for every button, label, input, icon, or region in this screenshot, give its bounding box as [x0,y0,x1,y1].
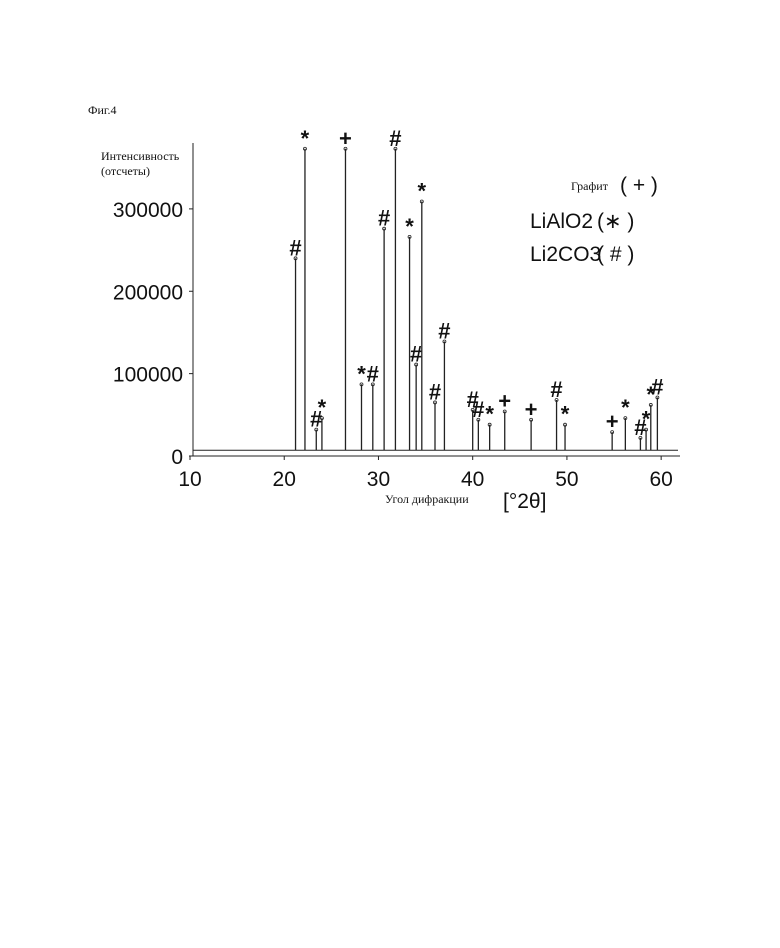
peak-label: # [550,377,562,402]
peak-label: * [318,395,327,420]
x-tick-label: 60 [649,468,672,491]
peak-label: + [339,126,352,151]
figure-label: Фиг.4 [88,103,116,117]
peak-label: * [642,407,651,432]
y-tick-label: 0 [171,446,183,469]
peak-label: # [389,126,401,151]
x-tick-label: 20 [273,468,296,491]
legend-symbol: ( # ) [597,243,634,266]
peak-label: * [485,402,494,427]
y-axis-label: Интенсивность [101,149,180,163]
peak-label: # [438,319,450,344]
x-tick-label: 50 [555,468,578,491]
peak-label: # [289,235,301,260]
peak-label: * [621,395,630,420]
peak-label: + [498,389,511,414]
peak-label: + [525,397,538,422]
y-tick-label: 100000 [113,364,183,387]
x-axis-label: Угол дифракции [385,492,469,506]
peak-label: # [429,379,441,404]
peak-label: * [561,402,570,427]
x-axis-unit: [°2θ] [503,490,546,513]
peak-label: * [301,126,310,151]
peak-label: # [378,206,390,231]
legend-symbol: (∗ ) [597,210,634,233]
legend-name: Графит [571,179,609,193]
peak-label: # [367,361,379,386]
y-tick-label: 300000 [113,199,183,222]
figure: Фиг.4 Интенсивность (отсчеты) Угол дифра… [0,0,780,948]
legend-symbol: ( + ) [620,174,658,197]
peak-label: * [357,361,366,386]
peak-label: * [418,178,427,203]
y-tick-label: 200000 [113,281,183,304]
x-tick-label: 10 [178,468,201,491]
legend-name: Li2CO3 [530,243,601,266]
x-tick-label: 30 [367,468,390,491]
x-tick-label: 40 [461,468,484,491]
peak-label: * [405,214,414,239]
peak-label: # [472,397,484,422]
y-axis-label: (отсчеты) [101,164,150,178]
peak-label: # [651,375,663,400]
peak-label: + [606,409,619,434]
peak-label: # [410,342,422,367]
legend-name: LiAlO2 [530,210,593,233]
